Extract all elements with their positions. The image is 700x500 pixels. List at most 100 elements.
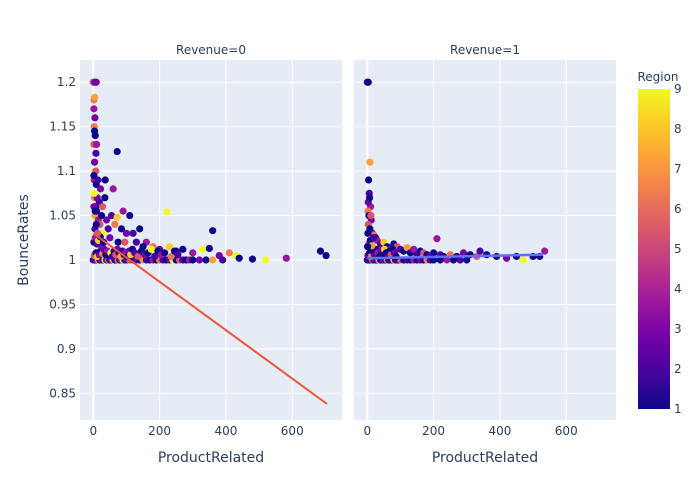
data-point <box>90 158 99 166</box>
colorbar-title: Region <box>637 70 678 84</box>
y-tick-label: 1 <box>68 253 76 267</box>
colorbar-tick-label: 4 <box>674 282 682 296</box>
data-point <box>443 256 451 264</box>
data-point <box>106 234 114 242</box>
data-point <box>91 114 99 122</box>
data-point <box>101 176 109 184</box>
x-tick-label: 400 <box>214 424 237 438</box>
data-point <box>365 194 374 202</box>
data-point <box>101 194 109 202</box>
colorbar-tick-label: 2 <box>674 362 682 376</box>
data-point <box>129 229 137 237</box>
colorbar: Region 1 2 3 4 5 6 7 8 9 <box>637 70 681 416</box>
data-point <box>209 227 217 235</box>
data-point <box>248 255 257 263</box>
facet-revenue-0: Revenue=0 <box>80 43 342 420</box>
data-point <box>136 225 144 233</box>
colorbar-tick-label: 3 <box>674 322 682 336</box>
data-point <box>90 93 99 101</box>
data-point <box>369 234 378 242</box>
data-point <box>90 105 98 113</box>
data-point <box>364 78 372 86</box>
data-point <box>98 203 107 211</box>
data-point <box>117 225 126 233</box>
y-tick-label: 1.15 <box>49 120 76 134</box>
data-point <box>235 254 243 262</box>
colorbar-tick-label: 5 <box>674 242 682 256</box>
data-point <box>122 229 131 237</box>
points-revenue-0 <box>89 78 330 264</box>
data-point <box>519 256 527 264</box>
data-point <box>456 256 464 264</box>
data-point <box>449 256 458 264</box>
data-point <box>96 185 105 193</box>
data-point <box>429 249 438 257</box>
data-point <box>160 249 169 257</box>
data-point <box>111 220 119 229</box>
x-tick-label: 400 <box>488 424 511 438</box>
data-point <box>104 225 112 233</box>
data-point <box>109 185 117 193</box>
facet-revenue-1: Revenue=1 <box>354 43 616 420</box>
data-point <box>433 235 441 243</box>
data-point <box>199 245 207 253</box>
y-axis-title: BounceRates <box>16 194 32 286</box>
data-point <box>366 158 374 166</box>
data-point <box>151 252 159 261</box>
x-tick-label: 0 <box>363 424 371 438</box>
data-point <box>403 243 411 252</box>
data-point <box>90 171 98 180</box>
y-tick-label: 1.2 <box>57 75 76 89</box>
x-tick-label: 600 <box>555 424 578 438</box>
data-point <box>459 249 468 257</box>
facet-title-revenue-1: Revenue=1 <box>450 43 520 57</box>
x-axis-title-revenue-1: ProductRelated <box>432 450 538 466</box>
data-point <box>209 256 217 264</box>
x-tick-label: 600 <box>281 424 304 438</box>
data-point <box>436 256 444 264</box>
colorbar-tick-label: 6 <box>674 202 682 216</box>
data-point <box>476 247 484 255</box>
data-point <box>92 149 100 157</box>
data-point <box>132 238 140 246</box>
data-point <box>114 238 122 246</box>
data-point <box>126 211 134 220</box>
data-point <box>316 247 325 255</box>
data-point <box>107 211 116 220</box>
facet-title-revenue-0: Revenue=0 <box>176 43 246 57</box>
data-point <box>91 207 99 215</box>
x-tick-label: 200 <box>148 424 171 438</box>
colorbar-tick-label: 8 <box>674 122 682 136</box>
data-point <box>202 256 210 264</box>
data-point <box>322 251 330 260</box>
colorbar-gradient <box>638 89 670 409</box>
trendline-revenue-0 <box>92 232 328 405</box>
y-tick-label: 0.9 <box>57 342 76 356</box>
data-point <box>205 244 213 253</box>
data-point <box>410 245 418 253</box>
data-point <box>189 256 197 264</box>
colorbar-tick-label: 9 <box>674 82 682 96</box>
data-point <box>463 256 471 264</box>
y-tick-label: 0.85 <box>49 386 76 400</box>
data-point <box>189 249 197 257</box>
colorbar-tick-label: 1 <box>674 402 682 416</box>
data-point <box>167 252 175 261</box>
x-axis-title-revenue-0: ProductRelated <box>158 450 264 466</box>
data-point <box>121 238 129 246</box>
data-point <box>90 127 99 135</box>
data-point <box>113 147 121 156</box>
y-tick-label: 1.1 <box>57 164 76 178</box>
data-point <box>165 243 174 251</box>
colorbar-tick-labels: 1 2 3 4 5 6 7 8 9 <box>674 82 682 416</box>
data-point <box>364 176 373 184</box>
x-tick-label: 200 <box>422 424 445 438</box>
data-point <box>92 78 100 86</box>
data-point <box>429 256 438 264</box>
data-point <box>174 251 182 259</box>
y-tick-label: 0.95 <box>49 297 76 311</box>
data-point <box>179 245 187 253</box>
data-point <box>225 249 233 257</box>
data-point <box>195 256 203 264</box>
